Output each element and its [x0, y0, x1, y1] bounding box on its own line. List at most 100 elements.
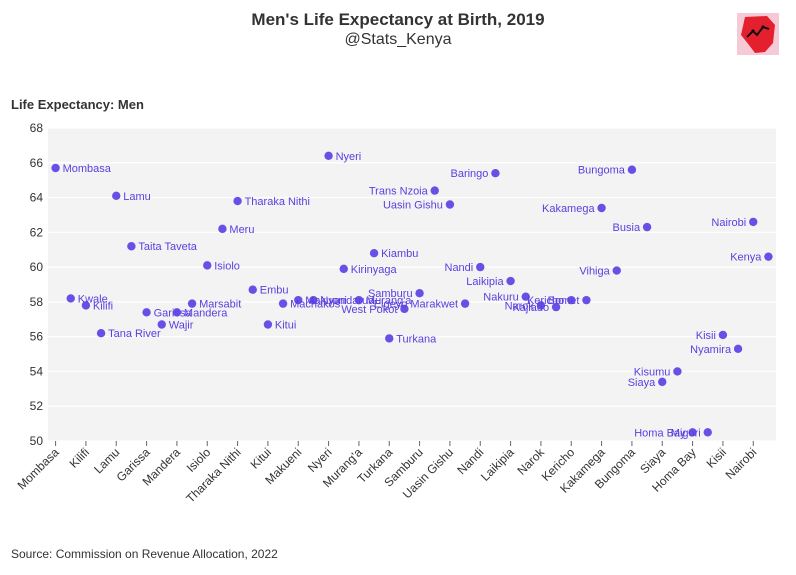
point-label: Makueni	[305, 295, 347, 307]
data-point	[521, 292, 530, 301]
point-label: Machakos	[290, 299, 341, 311]
x-tick-label: Kitui	[248, 445, 274, 471]
y-tick-label: 66	[30, 156, 44, 170]
point-label: Tharaka Nithi	[245, 196, 310, 208]
y-axis-ticks: 50 52 54 56 58 60 62 64 66 68	[30, 121, 44, 448]
data-point	[567, 295, 576, 305]
y-tick-label: 54	[30, 364, 44, 378]
point-label: Elgeyo Marakwet	[374, 299, 458, 311]
y-tick-label: 56	[30, 330, 44, 344]
data-point	[385, 334, 394, 343]
data-point	[445, 200, 455, 209]
data-point	[218, 224, 227, 234]
chart-subtitle: @Stats_Kenya	[344, 31, 452, 48]
data-point	[536, 301, 546, 310]
data-point	[703, 428, 712, 437]
plot-background	[48, 128, 776, 441]
point-label: Narok	[505, 300, 535, 312]
point-label: Isiolo	[214, 260, 240, 272]
x-tick-label: Nairobi	[723, 445, 760, 482]
point-label: Kwale	[78, 293, 108, 305]
point-label: Kiambu	[381, 248, 418, 260]
point-label: Laikipia	[466, 276, 504, 288]
data-point	[187, 299, 197, 308]
point-label: Nyeri	[336, 151, 362, 163]
data-point	[233, 196, 242, 206]
data-point	[263, 320, 273, 329]
data-point	[460, 299, 470, 308]
data-point	[673, 367, 682, 376]
data-point	[294, 295, 303, 305]
point-label: Garissa	[154, 307, 193, 319]
data-point	[203, 261, 212, 270]
x-tick-label: Tharaka Nithi	[183, 445, 243, 505]
point-label: Bungoma	[578, 165, 626, 177]
data-point	[718, 330, 728, 340]
point-label: Mombasa	[63, 163, 112, 175]
y-tick-label: 62	[30, 225, 44, 239]
point-label: Kisumu	[634, 366, 671, 378]
point-label: Marsabit	[199, 299, 241, 311]
point-label: Samburu	[368, 288, 413, 300]
data-point	[582, 295, 591, 305]
kenya-map-logo-icon	[737, 13, 779, 55]
point-label: Turkana	[396, 333, 437, 345]
point-label: Kisii	[696, 330, 716, 342]
point-label: Tana River	[108, 328, 161, 340]
chart-title: Men's Life Expectancy at Birth, 2019	[251, 10, 545, 29]
data-point	[142, 308, 151, 317]
data-point	[66, 294, 75, 303]
data-point	[476, 262, 485, 272]
point-label: Mandera	[184, 307, 228, 319]
y-axis-label: Life Expectancy: Men	[11, 97, 144, 112]
y-tick-label: 58	[30, 295, 44, 309]
grid-lines	[48, 127, 776, 442]
data-point	[551, 302, 561, 312]
data-point	[612, 266, 621, 275]
data-point	[96, 328, 106, 338]
data-point	[430, 186, 439, 195]
point-label: Lamu	[123, 191, 151, 203]
x-tick-label: Mombasa	[15, 445, 62, 492]
data-point	[733, 344, 743, 354]
data-point	[688, 428, 697, 437]
data-point	[597, 203, 606, 213]
data-point	[339, 264, 348, 274]
point-label: Trans Nzoia	[369, 186, 429, 198]
data-point	[506, 276, 515, 286]
data-point	[658, 377, 667, 387]
data-point	[415, 288, 424, 298]
point-label: Nandi	[445, 262, 474, 274]
point-label: Nairobi	[711, 217, 746, 229]
x-tick-label: Laikipia	[478, 445, 517, 484]
point-label: Kitui	[275, 319, 296, 331]
data-point	[51, 163, 60, 173]
point-label: Kilifi	[93, 300, 113, 312]
y-tick-label: 64	[30, 191, 44, 205]
point-label: Murang'a	[366, 295, 412, 307]
point-label: Taita Taveta	[138, 241, 197, 253]
data-point	[627, 165, 637, 174]
source-note: Source: Commission on Revenue Allocation…	[11, 547, 278, 561]
point-label: Siaya	[628, 377, 656, 389]
data-point	[749, 217, 758, 227]
data-points	[51, 151, 773, 437]
point-label: Kakamega	[542, 203, 595, 215]
x-tick-label: Kisii	[704, 445, 729, 470]
data-point	[278, 299, 288, 308]
data-point	[112, 191, 121, 201]
point-label: Nyamira	[690, 344, 732, 356]
data-point	[324, 151, 333, 161]
data-point	[309, 295, 318, 305]
x-tick-label: Kilifi	[67, 445, 92, 470]
point-label: Kenya	[730, 252, 762, 264]
point-label: Kirinyaga	[351, 264, 398, 276]
point-label: Kericho	[527, 295, 564, 307]
point-label: Nyandarua	[320, 295, 375, 307]
point-label: Vihiga	[579, 266, 610, 278]
data-point	[157, 320, 166, 329]
data-point	[400, 304, 409, 314]
point-label: Busia	[613, 222, 641, 234]
point-label: West Pokot	[341, 304, 397, 316]
